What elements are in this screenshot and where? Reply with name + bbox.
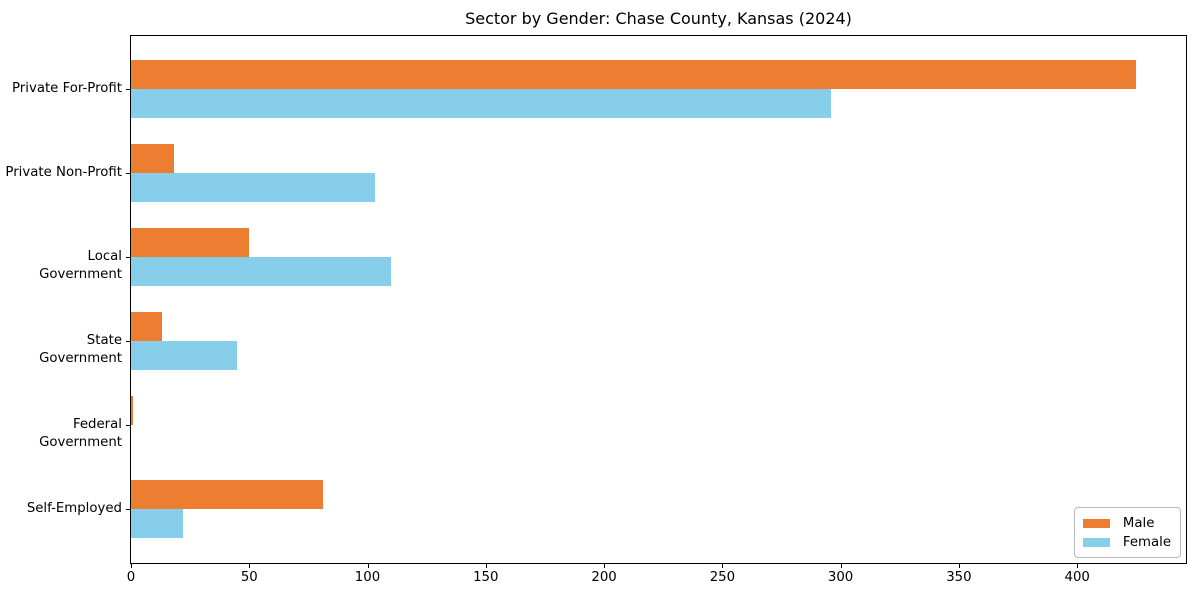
y-tick-label-0: Private For-Profit [12, 81, 122, 96]
x-tick-label-7: 350 [946, 570, 972, 585]
x-tick-mark-2 [367, 564, 369, 568]
y-tick-mark-0 [126, 89, 130, 90]
legend-swatch-male-icon [1082, 519, 1110, 528]
bar-male-3 [131, 312, 162, 341]
x-tick-mark-3 [485, 564, 487, 568]
x-tick-label-3: 150 [473, 570, 499, 585]
bar-male-2 [131, 228, 250, 257]
legend-label-female: Female [1122, 535, 1171, 550]
x-tick-label-6: 300 [827, 570, 854, 585]
y-tick-label-1: Private Non-Profit [5, 165, 122, 180]
x-tick-mark-7 [958, 564, 960, 568]
legend-item-female: Female [1082, 533, 1171, 552]
bar-female-5 [131, 509, 183, 538]
y-tick-label-5: Self-Employed [26, 501, 122, 516]
bar-male-0 [131, 60, 1137, 89]
x-tick-mark-4 [604, 564, 606, 568]
x-tick-mark-8 [1077, 564, 1079, 568]
y-tick-label-2: Local Government [39, 249, 122, 282]
legend: Male Female [1073, 507, 1181, 558]
bar-female-2 [131, 257, 392, 286]
x-tick-label-2: 100 [354, 570, 381, 585]
y-tick-mark-2 [126, 257, 130, 258]
x-tick-label-1: 50 [240, 570, 258, 585]
x-tick-mark-0 [131, 564, 132, 568]
x-tick-label-0: 0 [126, 570, 136, 585]
bar-male-1 [131, 144, 174, 173]
x-tick-label-4: 200 [591, 570, 617, 585]
y-tick-label-4: Federal Government [39, 417, 122, 450]
chart-title: Sector by Gender: Chase County, Kansas (… [465, 9, 852, 28]
bar-male-5 [131, 480, 323, 509]
bar-female-3 [131, 341, 238, 370]
y-tick-label-3: State Government [39, 333, 122, 366]
legend-item-male: Male [1082, 514, 1171, 533]
y-tick-mark-4 [126, 425, 130, 426]
x-tick-mark-1 [249, 564, 251, 568]
x-tick-mark-5 [722, 564, 724, 568]
plot-area [130, 35, 1187, 564]
y-tick-mark-1 [126, 173, 130, 174]
x-tick-label-5: 250 [709, 570, 736, 585]
bar-male-4 [131, 396, 134, 425]
bar-female-1 [131, 173, 375, 202]
y-tick-mark-5 [126, 509, 130, 510]
bar-female-0 [131, 89, 832, 118]
y-tick-mark-3 [126, 341, 130, 342]
x-tick-label-8: 400 [1064, 570, 1090, 585]
x-tick-mark-6 [840, 564, 842, 568]
legend-swatch-female-icon [1082, 538, 1110, 547]
legend-label-male: Male [1122, 516, 1155, 531]
